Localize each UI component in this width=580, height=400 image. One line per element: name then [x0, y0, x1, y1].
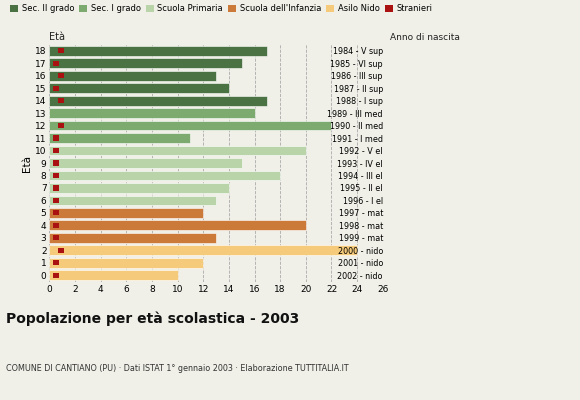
Bar: [49, 83, 229, 93]
Bar: [53, 136, 59, 141]
Bar: [58, 48, 64, 54]
Bar: [53, 61, 59, 66]
Bar: [49, 196, 216, 205]
Bar: [49, 133, 190, 143]
Bar: [53, 198, 59, 203]
Bar: [49, 71, 216, 81]
Bar: [49, 208, 203, 218]
Bar: [49, 220, 306, 230]
Bar: [53, 148, 59, 153]
Legend: Sec. II grado, Sec. I grado, Scuola Primaria, Scuola dell'Infanzia, Asilo Nido, : Sec. II grado, Sec. I grado, Scuola Prim…: [10, 4, 432, 13]
Bar: [53, 86, 59, 91]
Bar: [58, 248, 64, 253]
Bar: [53, 210, 59, 216]
Bar: [58, 123, 64, 128]
Bar: [49, 121, 332, 130]
Bar: [49, 245, 357, 255]
Bar: [49, 108, 255, 118]
Bar: [49, 183, 229, 193]
Y-axis label: Età: Età: [22, 154, 32, 172]
Bar: [53, 272, 59, 278]
Text: COMUNE DI CANTIANO (PU) · Dati ISTAT 1° gennaio 2003 · Elaborazione TUTTITALIA.I: COMUNE DI CANTIANO (PU) · Dati ISTAT 1° …: [6, 364, 349, 373]
Bar: [58, 73, 64, 78]
Bar: [49, 96, 267, 106]
Bar: [53, 235, 59, 240]
Text: Anno di nascita: Anno di nascita: [390, 33, 459, 42]
Bar: [49, 46, 267, 56]
Text: Popolazione per età scolastica - 2003: Popolazione per età scolastica - 2003: [6, 312, 299, 326]
Bar: [49, 158, 242, 168]
Bar: [49, 270, 177, 280]
Bar: [53, 260, 59, 265]
Bar: [53, 160, 59, 166]
Text: Età: Età: [49, 32, 66, 42]
Bar: [49, 171, 280, 180]
Bar: [49, 58, 242, 68]
Bar: [53, 223, 59, 228]
Bar: [49, 258, 203, 268]
Bar: [58, 98, 64, 103]
Bar: [49, 146, 306, 155]
Bar: [53, 173, 59, 178]
Bar: [49, 233, 216, 243]
Bar: [53, 185, 59, 190]
